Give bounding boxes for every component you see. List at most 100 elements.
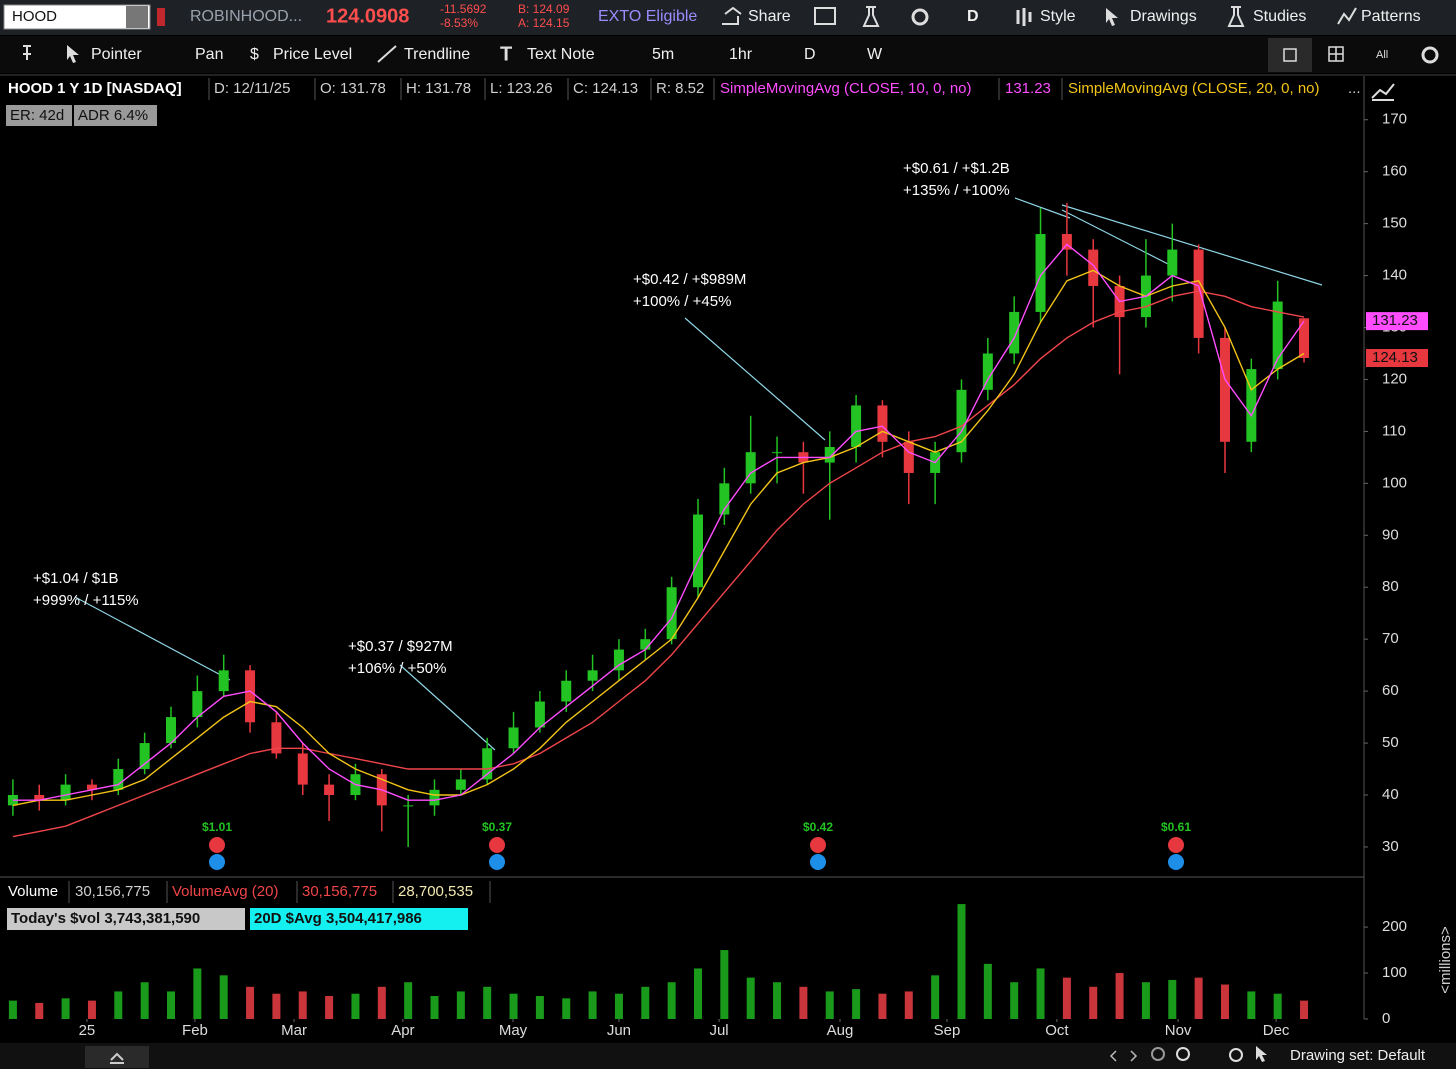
- company-name: ROBINHOOD...: [190, 8, 302, 25]
- x-tick-label: May: [499, 1022, 528, 1039]
- dividend-icon: [209, 854, 225, 870]
- volume-bar: [1194, 977, 1203, 1019]
- candle-body: [297, 753, 308, 785]
- crosshair-icon[interactable]: [1229, 1048, 1243, 1062]
- axis-scale-icon[interactable]: [1371, 83, 1395, 101]
- volume-avg-name: VolumeAvg (20): [172, 883, 278, 900]
- adr: ADR 6.4%: [78, 107, 148, 124]
- scroll-arrows[interactable]: [1109, 1050, 1138, 1062]
- candle-body: [1246, 369, 1257, 442]
- share-button[interactable]: Share: [748, 8, 791, 25]
- x-tick-label: Feb: [182, 1022, 208, 1039]
- studies-button[interactable]: Studies: [1253, 8, 1306, 25]
- single-layout-icon: [1283, 48, 1297, 62]
- chart-settings-icon[interactable]: [1421, 46, 1439, 64]
- avg-dollar-volume-badge: [250, 908, 468, 930]
- volume-bar: [878, 993, 887, 1019]
- pointer-icon: [67, 45, 79, 63]
- avg-dollar-volume: 20D $Avg 3,504,417,986: [254, 910, 422, 927]
- volume-bar: [1089, 986, 1098, 1019]
- candle-body: [1167, 249, 1178, 276]
- text-note-tool[interactable]: Text Note: [527, 46, 595, 63]
- volume-avg-value: 30,156,775: [302, 883, 377, 900]
- aggregation-button[interactable]: D: [967, 8, 979, 25]
- annotation: +$0.37 / $927M: [348, 638, 453, 655]
- volume-tick-label: 100: [1382, 964, 1407, 981]
- annotation: +999% / +115%: [33, 592, 139, 609]
- dollar-volume-badge: [7, 908, 245, 930]
- symbol-input[interactable]: [3, 4, 151, 30]
- legend-sma20: SimpleMovingAvg (CLOSE, 20, 0, no): [1068, 80, 1320, 97]
- candle-body: [403, 805, 414, 807]
- candle-body: [534, 701, 545, 728]
- cursor-icon[interactable]: [1256, 1046, 1267, 1062]
- volume-bar: [87, 1000, 96, 1019]
- drawings-button[interactable]: Drawings: [1130, 8, 1197, 25]
- volume-bar: [1300, 1000, 1309, 1019]
- screen-icon[interactable]: [814, 7, 836, 25]
- patterns-icon: [1337, 7, 1357, 25]
- candle-body: [719, 483, 730, 515]
- timeframe-5m[interactable]: 5m: [652, 46, 674, 63]
- candle-body: [455, 779, 466, 790]
- volume-bar: [509, 993, 518, 1019]
- x-tick-label: Oct: [1045, 1022, 1069, 1039]
- candle-body: [1219, 337, 1230, 442]
- y-tick-label: 100: [1382, 474, 1407, 491]
- volume-avg-value-2: 28,700,535: [398, 883, 473, 900]
- volume-bar: [456, 991, 465, 1019]
- grid-layout-icon[interactable]: [1328, 46, 1344, 62]
- pointer-tool[interactable]: Pointer: [91, 46, 142, 63]
- y-tick-label: 70: [1382, 630, 1399, 647]
- percent-change: -8.53%: [440, 16, 478, 30]
- candle-body: [1035, 234, 1046, 312]
- patterns-button[interactable]: Patterns: [1361, 8, 1421, 25]
- adr-badge: [74, 105, 157, 126]
- candle-body: [877, 405, 888, 442]
- drawing-set[interactable]: Drawing set: Default: [1290, 1047, 1426, 1064]
- exto-badge[interactable]: EXTO Eligible: [598, 8, 697, 25]
- volume-bar: [852, 989, 861, 1019]
- lab-icon[interactable]: [862, 6, 880, 27]
- volume-bar: [219, 975, 228, 1019]
- text-note-icon: T: [500, 43, 512, 65]
- volume-bar: [931, 975, 940, 1019]
- price-level-tool[interactable]: Price Level: [273, 46, 352, 63]
- volume-bar: [535, 996, 544, 1019]
- timeframe-w[interactable]: W: [867, 46, 883, 63]
- header-more[interactable]: ...: [1348, 80, 1361, 97]
- candle-body: [34, 795, 45, 801]
- timeframe-d[interactable]: D: [804, 46, 816, 63]
- trendline-tool[interactable]: Trendline: [404, 46, 470, 63]
- volume-bar: [246, 986, 255, 1019]
- symbol-dropdown[interactable]: [126, 6, 148, 28]
- header-separators: [208, 78, 1063, 100]
- style-button[interactable]: Style: [1040, 8, 1076, 25]
- last-price-tag-box: [1366, 349, 1428, 368]
- single-layout-button[interactable]: [1268, 38, 1312, 72]
- studies-icon: [1227, 6, 1245, 27]
- candle-body: [745, 452, 756, 484]
- x-tick-label: Apr: [391, 1022, 414, 1039]
- candle-body: [192, 691, 203, 718]
- settings-icon[interactable]: [911, 8, 929, 26]
- net-change: -11.5692: [440, 2, 487, 16]
- volume-bar: [1010, 982, 1019, 1019]
- earnings-icon: [810, 837, 826, 853]
- pan-tool[interactable]: Pan: [195, 46, 223, 63]
- x-tick-label: Aug: [827, 1022, 854, 1039]
- volume-bar: [799, 986, 808, 1019]
- pin-icon[interactable]: [23, 45, 31, 60]
- x-tick-label: Dec: [1263, 1022, 1290, 1039]
- zoom-out-icon[interactable]: [1151, 1047, 1165, 1061]
- timeframe-1hr[interactable]: 1hr: [729, 46, 753, 63]
- earnings-countdown: ER: 42d: [10, 107, 64, 124]
- sma-price-tag: 131.23: [1372, 312, 1418, 329]
- collapse-button[interactable]: [85, 1046, 149, 1068]
- earnings-icon: [489, 837, 505, 853]
- zoom-in-icon[interactable]: [1176, 1047, 1190, 1061]
- volume-unit: <millions>: [1437, 926, 1454, 994]
- symbol: HOOD: [12, 8, 57, 25]
- earnings-label: $1.01: [202, 820, 232, 834]
- all-button[interactable]: All: [1376, 49, 1388, 61]
